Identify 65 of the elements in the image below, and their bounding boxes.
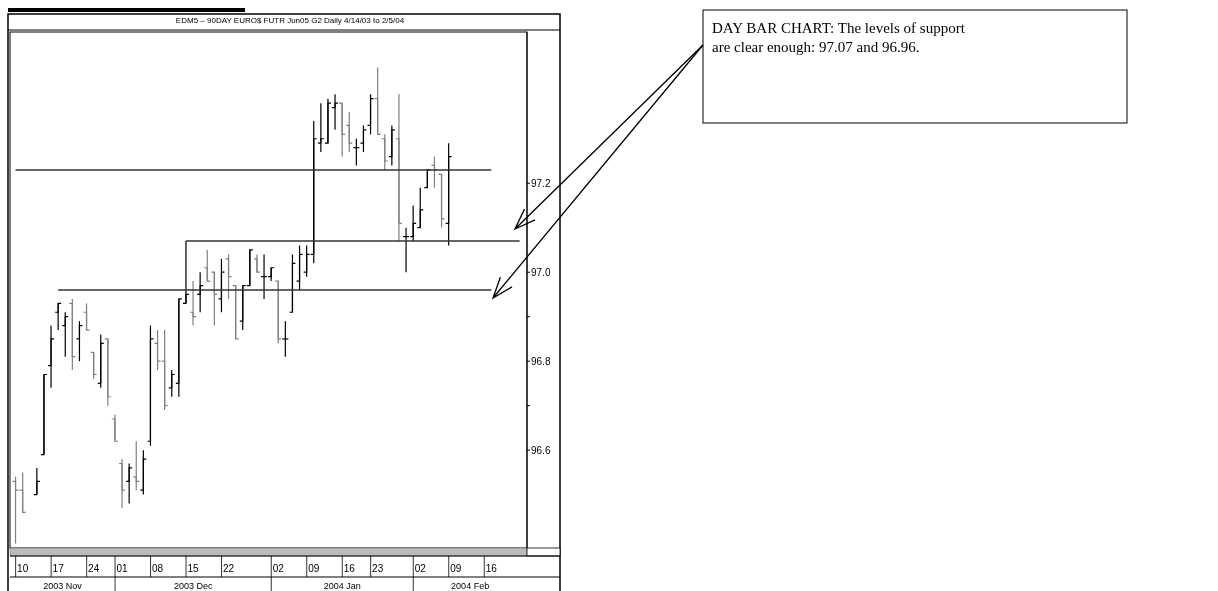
candlestick <box>281 320 289 358</box>
candlestick <box>203 249 211 282</box>
candlestick <box>445 142 453 247</box>
candlestick <box>317 102 325 153</box>
y-tick-label: 96.6 <box>531 444 551 456</box>
y-tick-label: 97.2 <box>531 177 551 189</box>
chart-title: EDM5 – 90DAY EURO$ FUTR Jun05 G2 Daily 4/14/03 to 2/5/04 <box>175 16 405 25</box>
x-tick-label: 08 <box>151 563 164 574</box>
candlestick <box>210 271 218 327</box>
y-tick-label: 97.0 <box>531 266 551 278</box>
text: 2004 Feb <box>451 581 490 591</box>
candlestick <box>274 280 282 344</box>
candlestick <box>288 253 297 313</box>
candlestick <box>90 351 98 380</box>
candlestick <box>331 93 339 131</box>
candlestick <box>338 102 346 158</box>
candlestick <box>388 124 396 167</box>
y-tick-label: 96.8 <box>531 355 551 367</box>
candlestick <box>40 373 48 456</box>
candlestick <box>125 462 133 505</box>
x-tick-label: 15 <box>187 563 200 574</box>
candlestick <box>33 467 41 496</box>
candlestick <box>217 258 226 313</box>
candlestick <box>345 111 353 153</box>
candlestick <box>224 253 233 300</box>
x-tick-label: 16 <box>485 563 498 574</box>
candlestick <box>75 320 84 362</box>
text: 2003 Nov <box>43 581 83 591</box>
candlestick <box>374 66 382 135</box>
x-tick-label: 24 <box>88 563 100 574</box>
candlestick <box>97 333 105 389</box>
x-tick-label: 23 <box>372 563 384 574</box>
x-tick-label: 22 <box>222 563 235 574</box>
candlestick <box>359 124 368 153</box>
candlestick <box>47 324 55 389</box>
candlestick <box>168 369 176 398</box>
x-tick-label: 09 <box>308 563 320 574</box>
candlestick <box>232 284 240 340</box>
x-tick-label: 01 <box>116 563 129 574</box>
text: 2003 Dec <box>173 581 213 591</box>
text: DAY BAR CHART: The levels of support are clear enough: 97.07 and 96.96. <box>712 20 966 55</box>
candlestick <box>111 413 119 442</box>
candlestick <box>139 449 147 496</box>
candlestick <box>437 173 446 229</box>
candlestick <box>146 324 155 447</box>
candlestick <box>104 338 112 407</box>
x-tick-label: 10 <box>17 563 29 574</box>
candlestick <box>68 298 76 371</box>
candlestick <box>395 93 403 242</box>
candlestick <box>175 298 183 398</box>
candlestick <box>118 458 126 509</box>
candlestick <box>189 280 197 327</box>
candlestick <box>82 302 91 331</box>
candlestick <box>324 98 332 144</box>
candlestick <box>366 93 375 135</box>
x-tick-label: 09 <box>450 563 462 574</box>
candlestick <box>416 187 424 229</box>
x-tick-label: 02 <box>414 563 427 574</box>
candlestick <box>295 244 304 291</box>
x-tick-label: 17 <box>52 563 65 574</box>
candlestick <box>381 133 389 171</box>
x-tick-label: 16 <box>343 563 356 574</box>
candlestick <box>182 240 190 304</box>
text: 2004 Jan <box>323 581 361 591</box>
x-tick-label: 02 <box>272 563 285 574</box>
